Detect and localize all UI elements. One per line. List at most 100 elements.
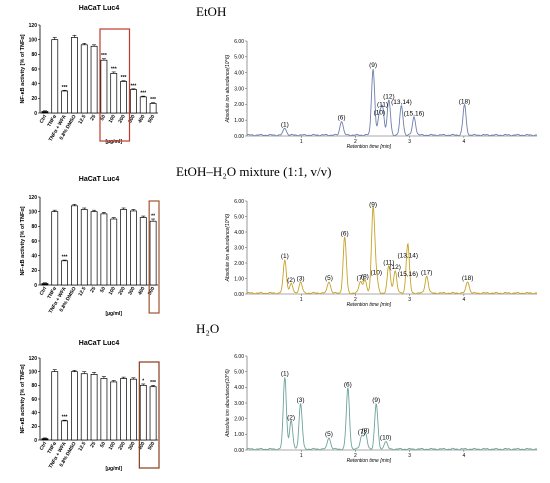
bar (71, 205, 78, 286)
y-tick-label: 2.00 (234, 416, 244, 422)
peak-label: (9) (369, 62, 377, 69)
bar (61, 420, 68, 441)
y-tick-label: 120 (29, 356, 38, 362)
significance-label: *** (111, 66, 117, 72)
y-tick-label: 20 (31, 268, 37, 274)
bar (139, 96, 147, 114)
y-tick-label: 0.00 (234, 448, 244, 454)
y-tick-label: 1.00 (234, 276, 244, 282)
bar (110, 218, 118, 286)
peak-label: (11) (377, 102, 388, 109)
category-label: 12.5 (77, 441, 87, 453)
chromatogram-trace (246, 205, 537, 295)
peak-label: (2) (287, 414, 295, 421)
bar (90, 211, 98, 286)
significance-label: * (142, 378, 144, 384)
bar (100, 59, 108, 114)
y-tick-label: 5.00 (234, 214, 244, 220)
x-tick-label: 1 (300, 453, 303, 459)
significance-label: ** (151, 214, 155, 220)
peak-label: (7) (358, 429, 366, 436)
y-tick-label: 5.00 (234, 369, 244, 375)
x-tick-label: 4 (462, 453, 465, 459)
x-tick-label: 4 (462, 139, 465, 145)
highlight-box (99, 28, 131, 142)
chromatogram-xlabel: Retention time [min] (347, 144, 392, 150)
bar-chart-xlabel: [µg/ml] (106, 139, 123, 145)
bar-chart-title: HaCaT Luc4 (79, 5, 120, 12)
y-tick-label: 100 (29, 369, 38, 375)
bar-chart-title: HaCaT Luc4 (79, 176, 120, 183)
y-tick-label: 120 (29, 195, 38, 201)
bar (41, 111, 49, 114)
bar (110, 73, 118, 114)
bar (51, 39, 59, 114)
category-label: 200 (117, 114, 126, 124)
peak-label: (12) (389, 264, 401, 271)
peak-label: (8) (361, 273, 369, 280)
bar (149, 103, 157, 114)
peak-label: (15,16) (397, 271, 418, 278)
category-label: 300 (127, 441, 136, 451)
chromatogram-trace (246, 69, 538, 137)
peak-label: (18) (459, 98, 471, 105)
y-tick-label: 0 (34, 111, 37, 117)
x-tick-label: 2 (354, 453, 357, 459)
peak-label: (5) (325, 275, 333, 282)
y-tick-label: 80 (31, 224, 37, 230)
bar-chart-ylabel: NF-κB activity [% of TNFα] (20, 364, 26, 433)
peak-label: (6) (341, 231, 349, 238)
chromatogram-3: H₂O 0.00 1.00 2.00 3.00 4.00 5.00 6.00 1 2 3 4 Absol… (196, 321, 537, 464)
bar (90, 374, 98, 441)
peak-label: (12) (383, 94, 395, 101)
bar (100, 378, 108, 441)
y-tick-label: 1.00 (234, 118, 244, 124)
bar (120, 209, 127, 286)
highlight-box (138, 361, 160, 469)
bar (61, 90, 68, 114)
bar-chart-ylabel: NF-κB activity [% of TNFα] (20, 34, 26, 103)
y-tick-label: 60 (31, 239, 37, 245)
bar-chart-xlabel: [µg/ml] (106, 466, 123, 472)
peak-label: (3) (297, 397, 305, 404)
y-tick-label: 60 (31, 397, 37, 403)
chromatogram-xlabel: Retention time [min] (347, 458, 392, 464)
bar (130, 378, 137, 441)
chromatogram-ylabel: Absolute ion abundance(10^6) (225, 213, 231, 282)
category-label: Ctrl (39, 440, 49, 451)
peak-label: (15,16) (404, 110, 425, 117)
y-tick-label: 100 (29, 37, 38, 43)
bar (110, 381, 118, 441)
peak-label: (3) (297, 276, 305, 283)
y-tick-label: 2.00 (234, 102, 244, 108)
chromatogram-2: EtOH–H₂O mixture (1:1, v/v) 0.00 1.00 2.00 3… (176, 164, 537, 308)
peak-label: (18) (462, 275, 474, 282)
y-tick-label: 3.00 (234, 86, 244, 92)
category-label: 400 (137, 114, 146, 124)
bar (130, 210, 137, 286)
peak-label: (1) (281, 121, 289, 128)
peak-label: (1) (281, 370, 289, 377)
chromatogram-ylabel: Absolute ion abundance(10^6) (225, 54, 231, 123)
y-tick-label: 0 (34, 283, 37, 289)
category-label: 12.5 (77, 286, 87, 298)
bar (149, 220, 157, 286)
category-label: 400 (137, 286, 146, 296)
x-tick-label: 3 (408, 297, 411, 303)
peak-label: (10) (370, 269, 382, 276)
bar (120, 378, 127, 441)
category-label: 500 (147, 286, 156, 296)
bar (130, 89, 137, 114)
peak-label: (9) (369, 201, 377, 208)
peak-label: (6) (338, 114, 346, 121)
category-label: 200 (117, 441, 126, 451)
y-tick-label: 4.00 (234, 230, 244, 236)
peak-label: (6) (344, 381, 352, 388)
significance-label: *** (150, 380, 156, 386)
bar (80, 44, 88, 114)
bar (139, 384, 147, 441)
highlight-box (148, 200, 160, 314)
bar (41, 283, 49, 286)
